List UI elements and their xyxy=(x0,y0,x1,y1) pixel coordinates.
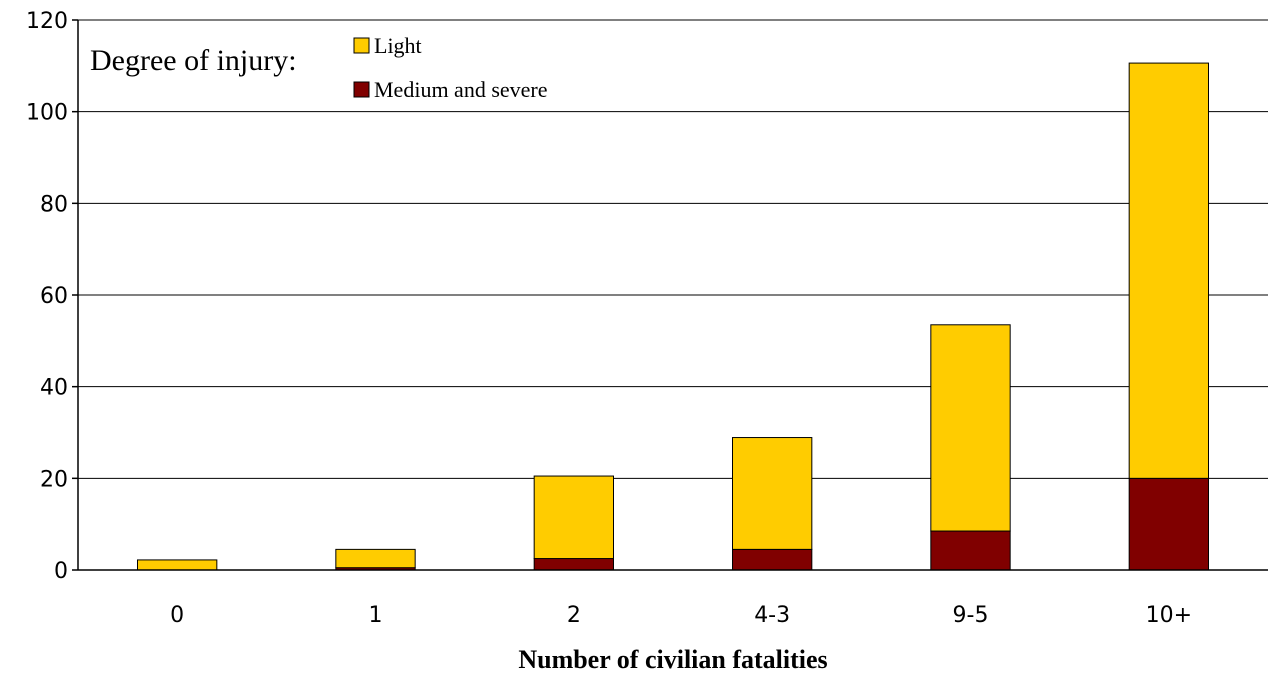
x-axis-label: Number of civilian fatalities xyxy=(518,645,827,674)
x-tick-label: 10+ xyxy=(1146,603,1192,628)
x-tick-label: 4-3 xyxy=(754,603,790,628)
bar-medium-severe xyxy=(1128,477,1209,571)
gridlines xyxy=(78,19,1268,479)
y-tick-label: 0 xyxy=(54,559,68,584)
bar-medium-severe xyxy=(930,530,1011,571)
legend-title: Degree of injury: xyxy=(90,44,297,77)
bar-light xyxy=(533,475,615,560)
x-axis-ticks: 0 1 2 4-3 9-5 10+ xyxy=(170,603,1192,628)
bar-medium-severe xyxy=(732,548,813,571)
y-tick-label: 100 xyxy=(26,101,68,126)
legend-label-light: Light xyxy=(374,33,422,58)
bar-light xyxy=(930,324,1011,532)
bars xyxy=(137,62,1209,571)
x-tick-label: 2 xyxy=(567,603,581,628)
legend-swatch-medium-severe xyxy=(353,81,370,98)
x-tick-label: 9-5 xyxy=(953,603,989,628)
y-tick-label: 80 xyxy=(40,192,68,217)
y-tick-label: 20 xyxy=(40,467,68,492)
bar-light xyxy=(1128,62,1209,479)
legend-label-medium-severe: Medium and severe xyxy=(374,77,548,102)
y-tick-label: 60 xyxy=(40,284,68,309)
bar-light xyxy=(335,548,416,569)
y-axis-ticks: 0 20 40 60 80 100 120 xyxy=(26,9,78,584)
y-tick-label: 40 xyxy=(40,376,68,401)
bar-medium-severe xyxy=(533,558,615,571)
y-tick-label: 120 xyxy=(26,9,68,34)
bar-light xyxy=(732,437,813,550)
x-tick-label: 0 xyxy=(170,603,184,628)
legend-background xyxy=(82,28,608,110)
legend: Degree of injury: Light Medium and sever… xyxy=(82,28,608,110)
bar-light xyxy=(137,559,218,571)
legend-swatch-light xyxy=(353,37,370,54)
x-tick-label: 1 xyxy=(369,603,383,628)
